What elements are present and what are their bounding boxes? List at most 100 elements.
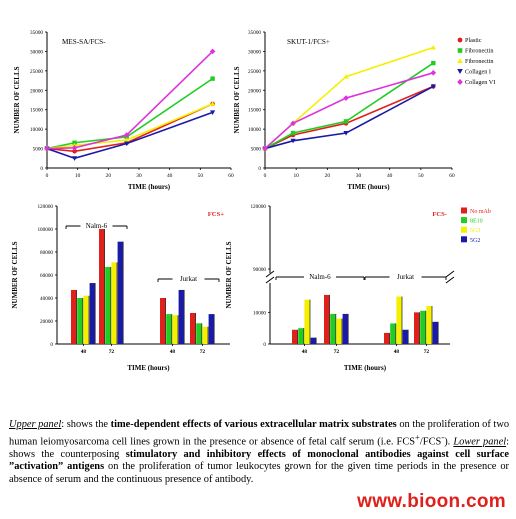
legend-label: Collagen I bbox=[465, 69, 491, 76]
bar bbox=[111, 262, 117, 344]
bar bbox=[298, 328, 304, 344]
caption-text-2: on the proliferation of two human leiomy… bbox=[9, 419, 510, 448]
y-tick-label: 25000 bbox=[248, 69, 261, 75]
data-point bbox=[209, 48, 216, 55]
bar bbox=[208, 314, 215, 344]
y-axis-title: NUMBER OF CELLS bbox=[225, 241, 233, 308]
bar bbox=[384, 332, 390, 344]
caption-sup-plus: + bbox=[415, 432, 420, 443]
bar bbox=[77, 298, 83, 344]
x-axis-title: TIME (hours) bbox=[344, 364, 387, 372]
chart-title: MES-SA/FCS- bbox=[62, 38, 106, 46]
x-tick-label: 72 bbox=[424, 349, 430, 355]
bar bbox=[396, 296, 402, 344]
y-tick-label: 20000 bbox=[30, 88, 43, 94]
data-point bbox=[290, 130, 296, 136]
x-tick-label: 60 bbox=[449, 173, 455, 179]
legend-marker bbox=[457, 58, 463, 63]
legend-label: Plastic bbox=[465, 37, 482, 44]
bar bbox=[202, 326, 208, 344]
data-point bbox=[71, 144, 78, 151]
data-point bbox=[430, 84, 436, 89]
data-point bbox=[430, 44, 436, 50]
caption-text-4: : shows the counterposing bbox=[9, 436, 509, 461]
data-point bbox=[72, 148, 77, 154]
axis-break-mark bbox=[265, 276, 275, 284]
y-tick-label: 60000 bbox=[40, 273, 53, 279]
series-line-4 bbox=[46, 111, 213, 160]
y-tick-label: 0 bbox=[258, 166, 261, 172]
axis-break-mark bbox=[445, 270, 455, 278]
y-tick-label: 5000 bbox=[251, 147, 262, 153]
x-tick-label: 48 bbox=[170, 349, 176, 355]
bar bbox=[324, 294, 330, 344]
legend-swatch bbox=[461, 236, 467, 243]
bar bbox=[160, 298, 166, 344]
data-point bbox=[210, 101, 216, 106]
y-tick-label: 120000 bbox=[250, 204, 266, 210]
series-line-5 bbox=[46, 50, 214, 150]
x-tick-label: 48 bbox=[394, 349, 400, 355]
legend-label: No mAb bbox=[470, 209, 491, 215]
bar bbox=[342, 313, 349, 344]
bar bbox=[166, 314, 172, 344]
axis-break-mark bbox=[265, 270, 275, 278]
series-line-1 bbox=[264, 85, 434, 150]
group-label: Jurkat bbox=[397, 273, 414, 281]
y-tick-label: 35000 bbox=[248, 30, 261, 36]
x-tick-label: 20 bbox=[325, 173, 331, 179]
legend-marker bbox=[457, 37, 463, 43]
legend-swatch bbox=[461, 226, 467, 233]
group-label: Nalm-6 bbox=[86, 222, 108, 230]
series-line-2 bbox=[46, 77, 214, 150]
legend-label: Collagen VI bbox=[465, 79, 495, 86]
y-tick-label: 40000 bbox=[40, 296, 53, 302]
data-point bbox=[343, 119, 349, 124]
y-tick-label: 80000 bbox=[40, 250, 53, 256]
y-tick-label: 120000 bbox=[37, 204, 53, 210]
lower-panel-label: Lower panel bbox=[453, 436, 507, 448]
y-axis-title: NUMBER OF CELLS bbox=[11, 241, 19, 308]
x-tick-label: 30 bbox=[136, 173, 142, 179]
series-line-1 bbox=[46, 103, 213, 153]
data-point bbox=[262, 145, 268, 152]
axis-break-mark bbox=[445, 276, 455, 284]
y-tick-label: 100000 bbox=[37, 227, 53, 233]
bar bbox=[83, 295, 89, 344]
caption-sup-minus: - bbox=[441, 432, 445, 443]
x-tick-label: 30 bbox=[356, 173, 362, 179]
y-tick-label: 30000 bbox=[248, 49, 261, 55]
legend-swatch bbox=[461, 217, 467, 224]
group-label-bg bbox=[80, 220, 113, 229]
bar bbox=[402, 329, 409, 344]
caption-text-1: : shows the bbox=[61, 419, 111, 430]
x-tick-label: 48 bbox=[81, 349, 87, 355]
data-point bbox=[430, 70, 437, 76]
bar bbox=[414, 312, 420, 344]
bar bbox=[432, 321, 439, 344]
series-line-4 bbox=[264, 85, 434, 150]
caption-bold-1: time-dependent effects of various extrac… bbox=[110, 419, 397, 430]
x-axis-title: TIME (hours) bbox=[127, 364, 170, 372]
x-tick-label: 10 bbox=[75, 173, 81, 179]
y-tick-label: 25000 bbox=[30, 69, 43, 75]
data-point bbox=[72, 140, 77, 145]
y-axis-title: NUMBER OF CELLS bbox=[233, 66, 241, 133]
legend-label: 5G2 bbox=[470, 238, 480, 244]
y-tick-label: 10000 bbox=[248, 127, 261, 133]
series-line-3 bbox=[46, 103, 213, 150]
x-tick-label: 72 bbox=[334, 349, 340, 355]
y-tick-label: 35000 bbox=[30, 30, 43, 36]
group-label-bg bbox=[389, 271, 422, 280]
bar bbox=[292, 329, 298, 344]
y-tick-label: 0 bbox=[40, 166, 43, 172]
x-tick-label: 40 bbox=[167, 173, 173, 179]
group-label-bg bbox=[304, 271, 336, 280]
bar bbox=[310, 337, 317, 344]
bar bbox=[420, 310, 426, 344]
x-axis-title: TIME (hours) bbox=[128, 183, 171, 191]
x-tick-label: 60 bbox=[228, 173, 234, 179]
x-tick-label: 50 bbox=[418, 173, 424, 179]
y-tick-label: 10000 bbox=[30, 127, 43, 133]
